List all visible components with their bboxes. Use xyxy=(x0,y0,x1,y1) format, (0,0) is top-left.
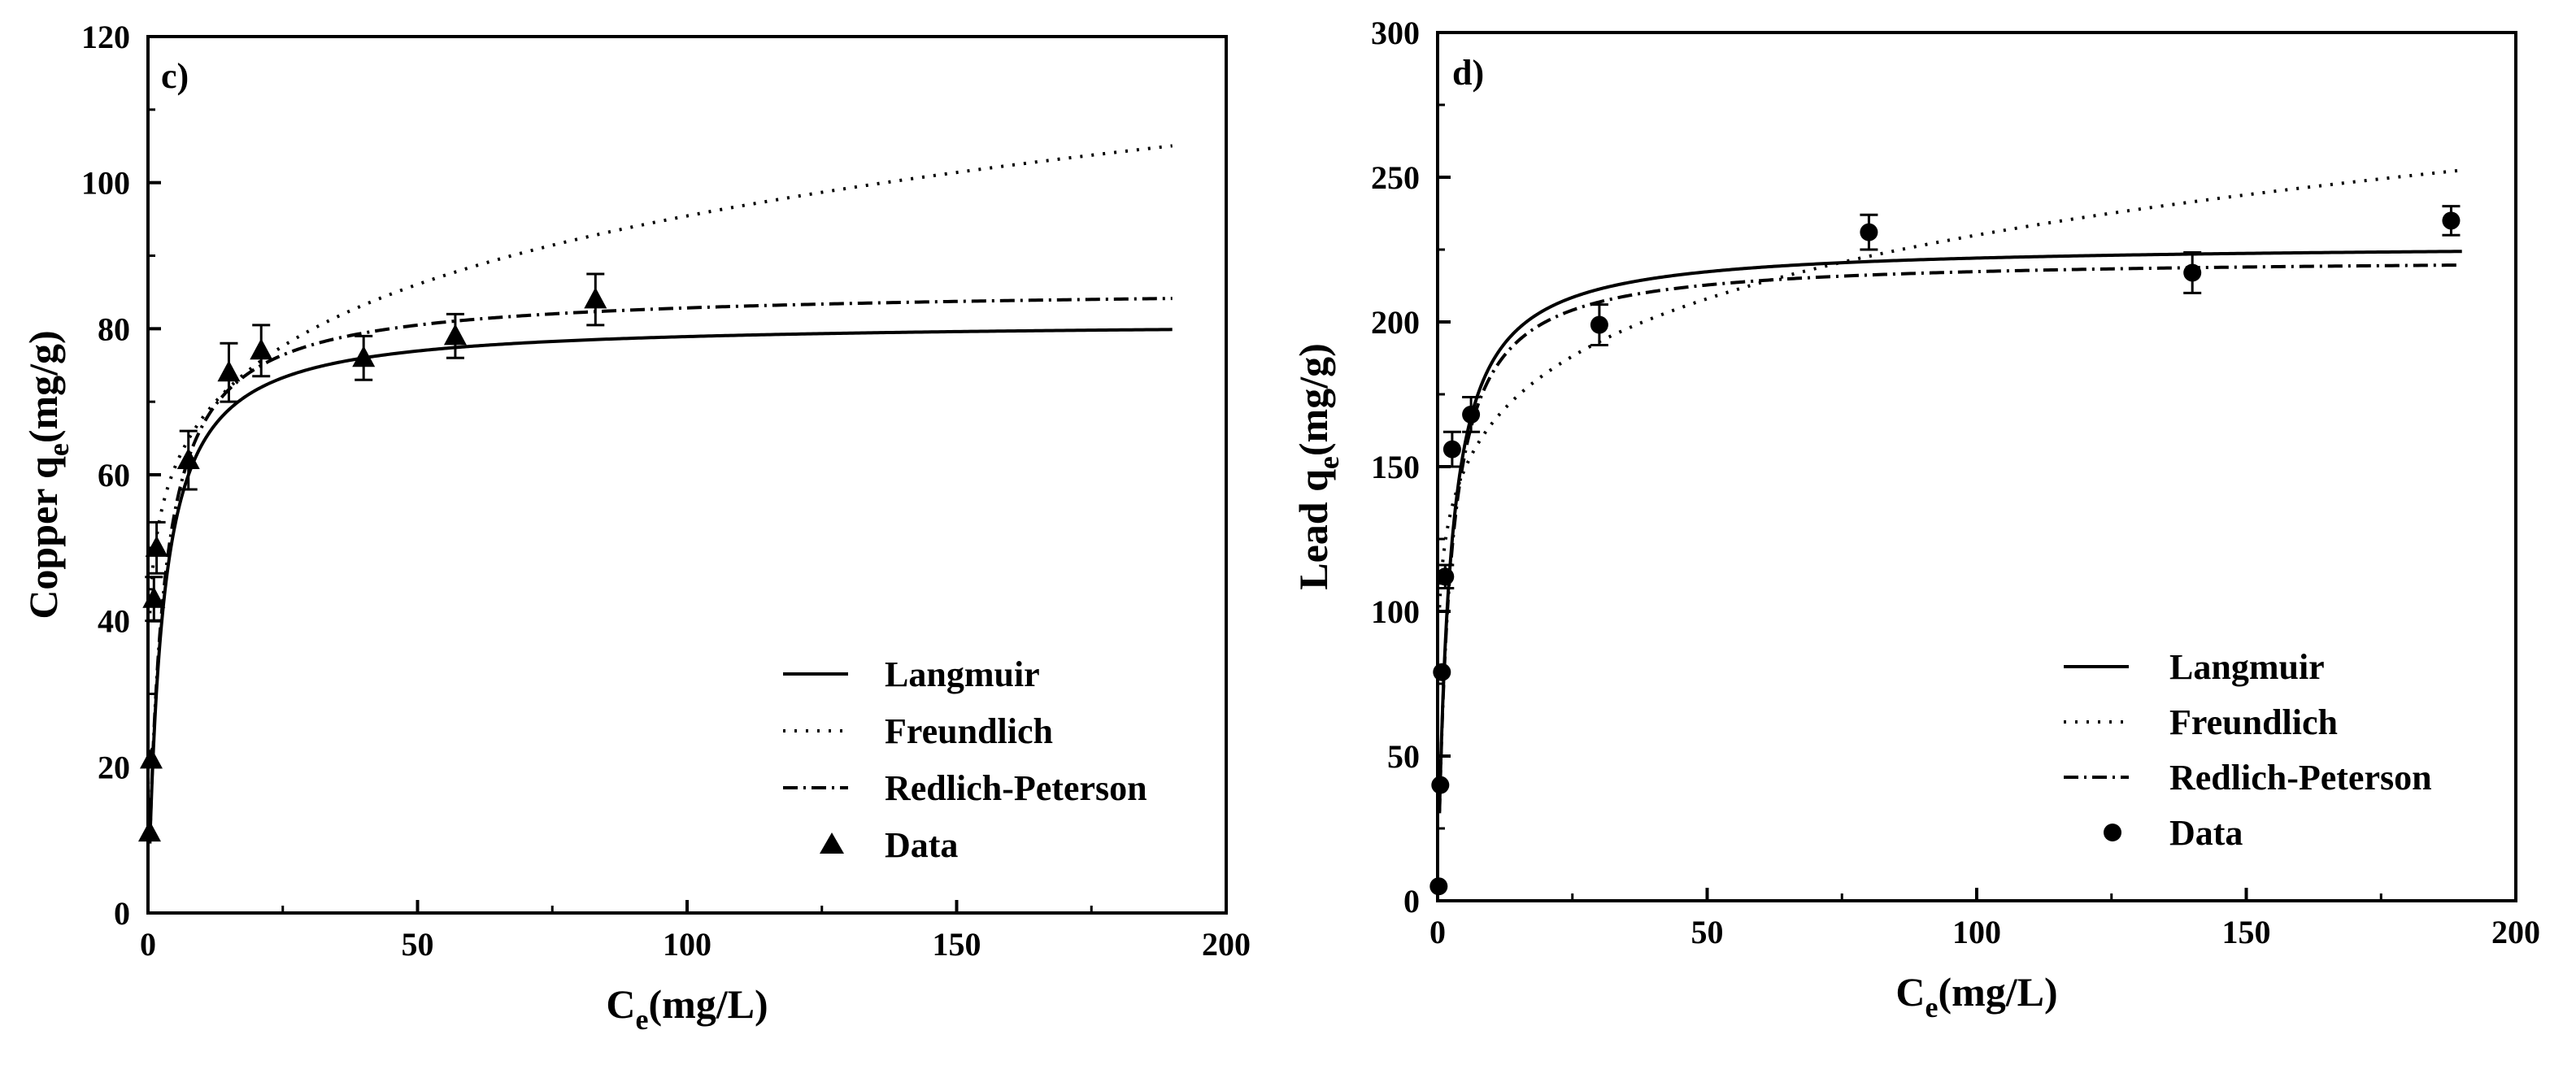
y-tick-label: 50 xyxy=(1387,738,1420,775)
legend-label-langmuir: Langmuir xyxy=(885,654,1040,694)
y-tick-label: 0 xyxy=(114,895,130,932)
y-axis-title: Copper qe(mg/g) xyxy=(20,330,75,619)
legend-label-freundlich: Freundlich xyxy=(885,711,1053,751)
legend: Langmuir Freundlich Redlich-Peterson Dat… xyxy=(2064,647,2432,853)
data-point xyxy=(1442,440,1461,459)
panel-label: c) xyxy=(161,56,189,96)
data-point xyxy=(1431,776,1450,794)
data-point xyxy=(352,346,376,367)
data-point xyxy=(1462,405,1481,424)
legend: Langmuir Freundlich Redlich-Peterson Dat… xyxy=(783,654,1147,865)
x-tick-label: 50 xyxy=(1691,914,1724,950)
data-points xyxy=(137,272,607,842)
fit-line-redlich-peterson xyxy=(148,297,1173,841)
y-tick-label: 100 xyxy=(1371,593,1420,630)
data-point xyxy=(137,820,161,842)
fit-line-langmuir xyxy=(148,328,1173,844)
y-tick-label: 40 xyxy=(98,603,130,640)
y-tick-label: 300 xyxy=(1371,15,1420,51)
x-tick-label: 50 xyxy=(402,926,434,963)
x-tick-label: 200 xyxy=(1202,926,1251,963)
legend-label-langmuir: Langmuir xyxy=(2169,647,2325,687)
y-tick-label: 200 xyxy=(1371,304,1420,341)
fit-line-freundlich xyxy=(1438,168,2462,608)
data-point xyxy=(1429,877,1448,896)
x-tick-label: 200 xyxy=(2491,914,2540,950)
x-tick-label: 150 xyxy=(2222,914,2271,950)
x-axis-title: Ce(mg/L) xyxy=(606,981,768,1036)
data-point xyxy=(1433,663,1451,681)
data-point xyxy=(250,338,273,360)
data-point xyxy=(142,586,166,608)
x-tick-label: 150 xyxy=(933,926,981,963)
fit-line-freundlich xyxy=(148,144,1173,614)
data-point xyxy=(176,448,200,470)
fit-lines xyxy=(148,144,1173,844)
x-tick-label: 0 xyxy=(140,926,156,963)
data-points xyxy=(1429,205,2461,896)
y-tick-label: 250 xyxy=(1371,159,1420,196)
axis-ticks: 0 50 100 150 200 0 20 40 60 80 100 120 xyxy=(81,19,1251,963)
legend-swatch-data xyxy=(820,832,844,854)
data-point xyxy=(2442,211,2461,230)
y-tick-label: 60 xyxy=(98,457,130,493)
y-tick-label: 20 xyxy=(98,749,130,785)
data-point xyxy=(1436,567,1455,586)
axis-ticks: 0 50 100 150 200 0 50 100 150 200 250 300 xyxy=(1371,15,2540,950)
data-point xyxy=(584,287,607,309)
x-axis-title: Ce(mg/L) xyxy=(1895,969,2057,1024)
data-point xyxy=(145,535,168,557)
data-point xyxy=(1590,315,1608,334)
data-point xyxy=(1860,223,1878,241)
legend-label-redlich-peterson: Redlich-Peterson xyxy=(885,768,1147,808)
y-tick-label: 0 xyxy=(1403,883,1420,919)
data-point xyxy=(443,324,467,346)
fit-line-langmuir xyxy=(1438,250,2462,812)
x-tick-label: 0 xyxy=(1429,914,1446,950)
y-tick-label: 100 xyxy=(81,165,130,202)
x-tick-label: 100 xyxy=(1952,914,2001,950)
data-point xyxy=(217,360,241,382)
legend-label-data: Data xyxy=(2169,813,2243,853)
y-tick-label: 120 xyxy=(81,19,130,55)
y-axis-title: Lead qe(mg/g) xyxy=(1290,343,1345,590)
y-tick-label: 150 xyxy=(1371,449,1420,485)
data-point xyxy=(139,747,163,769)
y-tick-label: 80 xyxy=(98,311,130,347)
legend-label-freundlich: Freundlich xyxy=(2169,702,2338,742)
panel-d-lead: d) 0 50 100 150 200 0 50 100 150 200 250 300 Ce(mg/… xyxy=(1290,15,2540,1024)
panel-label: d) xyxy=(1452,53,1484,93)
x-tick-label: 100 xyxy=(663,926,711,963)
legend-label-data: Data xyxy=(885,825,958,865)
legend-label-redlich-peterson: Redlich-Peterson xyxy=(2169,758,2432,798)
legend-swatch-data xyxy=(2104,824,2121,841)
data-point xyxy=(2183,263,2202,282)
fit-lines xyxy=(1438,168,2462,814)
